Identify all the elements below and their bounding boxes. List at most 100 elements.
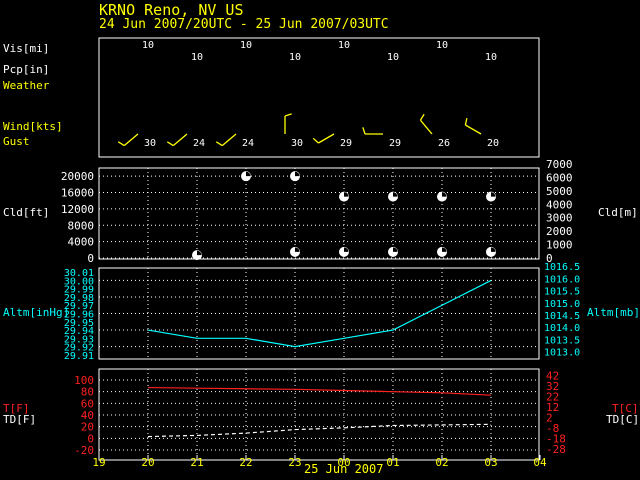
visibility-value: 10: [142, 40, 154, 51]
altm-inhg-tick: 29.97: [64, 301, 94, 312]
cloud-cover-fill: [393, 247, 398, 252]
temp-f-tick: 100: [74, 374, 94, 387]
altm-inhg-tick: 29.91: [64, 351, 94, 362]
cld-ft-tick: 20000: [61, 170, 94, 183]
cloud-cover-fill: [491, 247, 496, 252]
altm-mb-tick: 1016.0: [544, 274, 580, 285]
wind-barb-flag: [166, 141, 174, 147]
altm-inhg-tick: 29.92: [64, 343, 94, 354]
visibility-value: 10: [191, 52, 203, 63]
cloud-cover-fill: [295, 171, 300, 177]
wind-barb-flag: [419, 113, 425, 121]
wind-barb-staff: [221, 133, 237, 147]
temp-f-tick: 80: [81, 386, 94, 399]
hour-tick-label: 01: [386, 456, 399, 469]
visibility-value: 10: [387, 52, 399, 63]
altm-inhg-tick: 29.93: [64, 334, 94, 345]
temp-c-tick: 12: [546, 401, 559, 414]
cld-m-tick: 1000: [546, 239, 573, 252]
hour-tick-label: 00: [337, 456, 350, 469]
date-label: 25 Jun 2007: [304, 462, 383, 476]
wind-barb-staff: [465, 124, 482, 135]
wind-barb-flag: [284, 113, 292, 117]
temp-c-tick: 22: [546, 391, 559, 404]
t-c-label: T[C]: [612, 402, 639, 415]
cld-ft-tick: 4000: [68, 236, 95, 249]
altm-mb-tick: 1014.0: [544, 323, 580, 334]
altm-mb-tick: 1013.0: [544, 348, 580, 359]
hour-tick-label: 04: [533, 456, 547, 469]
altimeter-line: [147, 279, 492, 348]
cloud-cover-fill: [344, 247, 349, 252]
temp-c-tick: -8: [546, 422, 559, 435]
cld-ft-tick: 16000: [61, 187, 94, 200]
altm-inhg-tick: 29.99: [64, 285, 94, 296]
cloud-cover-fill: [442, 247, 447, 252]
dewpoint-line: [147, 423, 492, 438]
gust-value: 30: [291, 138, 303, 149]
altm-inhg-tick: 29.95: [64, 318, 94, 329]
altm-mb-label: Altm[mb]: [587, 306, 640, 319]
gust-value: 24: [242, 138, 254, 149]
gust-value: 26: [438, 138, 450, 149]
pcp-label: Pcp[in]: [3, 63, 49, 76]
gust-value: 29: [340, 138, 352, 149]
hour-tick-label: 21: [190, 456, 203, 469]
hour-tick-label: 19: [92, 456, 105, 469]
wind-barb-flag: [464, 118, 468, 126]
cld-m-tick: 4000: [546, 198, 573, 211]
cld-ft-tick: 12000: [61, 203, 94, 216]
altm-inhg-label: Altm[inHg]: [3, 306, 69, 319]
temp-c-tick: -18: [546, 433, 566, 446]
altm-mb-tick: 1014.5: [544, 311, 580, 322]
period-title: 24 Jun 2007/20UTC - 25 Jun 2007/03UTC: [99, 17, 389, 32]
wind-barb-flag: [312, 137, 319, 144]
temp-f-tick: -20: [74, 444, 94, 457]
cloud-cover-fill: [295, 247, 300, 252]
visibility-value: 10: [338, 40, 350, 51]
cloud-cover-fill: [344, 192, 349, 197]
altm-mb-tick: 1013.5: [544, 335, 580, 346]
cld-m-tick: 6000: [546, 171, 573, 184]
temp-f-tick: 0: [87, 432, 94, 445]
altm-inhg-tick: 29.96: [64, 310, 94, 321]
td-f-label: TD[F]: [3, 413, 36, 426]
wind-barb-staff: [172, 133, 188, 147]
vis-label: Vis[mi]: [3, 42, 49, 55]
altm-inhg-tick: 29.94: [64, 326, 94, 337]
cld-m-label: Cld[m]: [598, 206, 638, 219]
wind-barb-staff: [318, 133, 335, 144]
weather-label: Weather: [3, 79, 50, 92]
wind-barb-flag: [117, 141, 125, 147]
hour-tick-label: 02: [435, 456, 448, 469]
visibility-value: 10: [436, 40, 448, 51]
altm-mb-tick: 1016.5: [544, 262, 580, 273]
visibility-value: 10: [289, 52, 301, 63]
cld-ft-label: Cld[ft]: [3, 206, 49, 219]
gust-label: Gust: [3, 135, 30, 148]
cld-ft-tick: 0: [87, 252, 94, 265]
hour-tick-label: 03: [484, 456, 497, 469]
hour-tick-label: 20: [141, 456, 154, 469]
altm-inhg-tick: 30.00: [64, 276, 94, 287]
cloud-cover-fill: [393, 192, 398, 197]
cld-m-tick: 5000: [546, 185, 573, 198]
cld-m-tick: 2000: [546, 225, 573, 238]
wind-label: Wind[kts]: [3, 120, 63, 133]
temp-c-tick: 42: [546, 370, 559, 383]
cld-m-tick: 0: [546, 252, 553, 265]
hour-tick-label: 22: [239, 456, 252, 469]
cld-m-tick: 7000: [546, 158, 573, 171]
wind-barb-staff: [123, 133, 139, 147]
surface-panel-frame: [98, 37, 540, 158]
wind-barb-flag: [362, 127, 366, 135]
gust-value: 20: [487, 138, 499, 149]
cld-m-tick: 3000: [546, 212, 573, 225]
visibility-value: 10: [485, 52, 497, 63]
temperature-line: [147, 386, 492, 396]
temp-c-tick: -28: [546, 443, 566, 456]
gust-value: 29: [389, 138, 401, 149]
altm-inhg-tick: 30.01: [64, 268, 94, 279]
